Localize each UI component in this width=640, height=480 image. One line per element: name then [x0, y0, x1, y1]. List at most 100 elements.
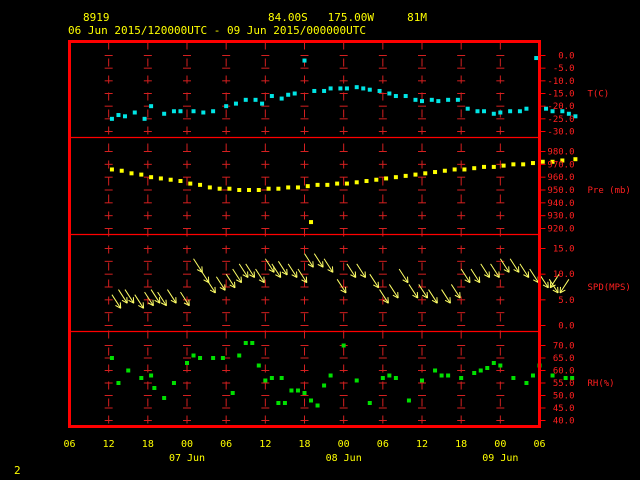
wind-arrow-shaft — [245, 263, 255, 278]
x-date-label: 07 Jun — [169, 453, 205, 464]
wind-arrow-shaft — [144, 291, 154, 307]
wind-arrow-head — [249, 274, 255, 278]
y-tick-label: 40.0 — [553, 417, 575, 427]
axis-labels: 0.0 -5.0 -10.0 -15.0 -20.0 -25.0 -30.0 T(C) 980.… — [63, 52, 630, 465]
temperature-point — [260, 101, 265, 106]
panel-ylabel: SPD(MPS) — [588, 283, 631, 293]
temperature-point — [328, 86, 333, 91]
y-tick-label: 0.0 — [558, 52, 574, 62]
wind-arrow — [346, 263, 357, 278]
pressure-point — [560, 158, 565, 163]
wind-arrow-head — [301, 279, 308, 284]
pressure-point — [325, 182, 330, 187]
wind-arrow — [313, 253, 324, 268]
pressure-point — [309, 220, 314, 225]
wind-arrow — [509, 258, 520, 273]
y-tick-label: 950.0 — [547, 186, 574, 196]
wind-arrow — [232, 268, 242, 284]
rh-point — [420, 378, 424, 383]
x-tick-label: 12 — [259, 439, 271, 450]
pressure-point — [482, 164, 487, 169]
wind-arrow-head — [513, 269, 520, 273]
pressure-point — [344, 181, 349, 186]
pressure-point — [286, 185, 291, 190]
rh-point — [230, 391, 235, 395]
rh-point — [279, 376, 284, 380]
temperature-point — [361, 86, 366, 91]
temperature-point — [413, 97, 418, 102]
wind-arrow — [460, 268, 471, 284]
temperature-point — [302, 58, 307, 63]
wind-arrow-head — [360, 274, 366, 278]
wind-arrow — [166, 289, 177, 304]
wind-arrow-head — [121, 299, 128, 304]
temperature-point — [517, 109, 522, 114]
rh-point — [276, 401, 281, 405]
x-tick-label: 06 — [220, 439, 232, 450]
wind-arrow-head — [258, 279, 265, 284]
rh-point — [211, 356, 216, 360]
wind-arrow-shaft — [166, 289, 177, 304]
pressure-point — [198, 182, 203, 187]
temperature-point — [162, 111, 167, 116]
rh-point — [198, 356, 203, 360]
y-tick-label: 55.0 — [553, 379, 575, 389]
y-tick-label: 10.0 — [553, 270, 575, 280]
pressure-point — [540, 159, 545, 164]
wind-arrow-head — [209, 289, 216, 294]
wind-arrow-head — [422, 294, 428, 299]
y-tick-label: 65.0 — [553, 354, 575, 364]
x-tick-label: 12 — [103, 439, 115, 450]
pressure-point — [237, 188, 242, 192]
pressure-point — [266, 186, 271, 191]
pressure-point — [217, 186, 222, 191]
pressure-point — [530, 161, 535, 166]
wind-arrow-shaft — [215, 276, 226, 291]
temperature-point — [560, 109, 565, 114]
pressure-point — [354, 180, 359, 185]
panel-ylabel: Pre (mb) — [588, 186, 631, 196]
pressure-point — [521, 162, 526, 167]
wind-arrow-head — [154, 299, 161, 304]
rh-point — [393, 376, 398, 380]
grid — [69, 41, 540, 427]
wind-arrow-shaft — [480, 263, 490, 278]
x-tick-label: 18 — [455, 439, 467, 450]
rh-point — [530, 373, 535, 378]
wind-arrow-head — [382, 299, 389, 304]
wind-arrow-head — [350, 274, 356, 278]
wind-arrow — [157, 291, 167, 307]
wind-arrow-shaft — [287, 263, 298, 278]
wind-arrow-head — [275, 274, 281, 278]
wind-arrow-head — [373, 284, 379, 289]
x-tick-label: 00 — [494, 439, 506, 450]
wind-arrow — [144, 291, 154, 307]
y-tick-label: -5.0 — [553, 64, 575, 74]
x-tick-label: 12 — [416, 439, 428, 450]
rh-point — [302, 391, 307, 395]
x-tick-label: 18 — [298, 439, 310, 450]
rh-point — [491, 361, 496, 365]
y-tick-label: -20.0 — [547, 102, 574, 112]
rh-point — [237, 353, 242, 358]
time-period: 06 Jun 2015/120000UTC - 09 Jun 2015/0000… — [68, 24, 366, 37]
wind-arrow-head — [170, 299, 177, 304]
x-date-label: 08 Jun — [326, 453, 362, 464]
temperature-point — [211, 109, 216, 114]
wind-arrow — [450, 284, 461, 299]
station-id: 8919 — [83, 11, 110, 24]
wind-arrow-head — [317, 263, 324, 268]
wind-arrow-shaft — [124, 289, 135, 304]
wind-arrow-shaft — [529, 268, 539, 283]
x-tick-label: 00 — [181, 439, 193, 450]
wind-arrow-head — [523, 274, 529, 278]
pressure-point — [295, 185, 300, 190]
temperature-point — [142, 116, 147, 121]
y-tick-label: 970.0 — [547, 160, 574, 170]
wind-arrow-head — [115, 305, 121, 309]
wind-arrow-head — [484, 274, 490, 278]
pressure-point — [335, 181, 340, 186]
pressure-point — [158, 176, 163, 181]
pressure-point — [129, 171, 134, 176]
wind-arrow-head — [550, 284, 556, 289]
